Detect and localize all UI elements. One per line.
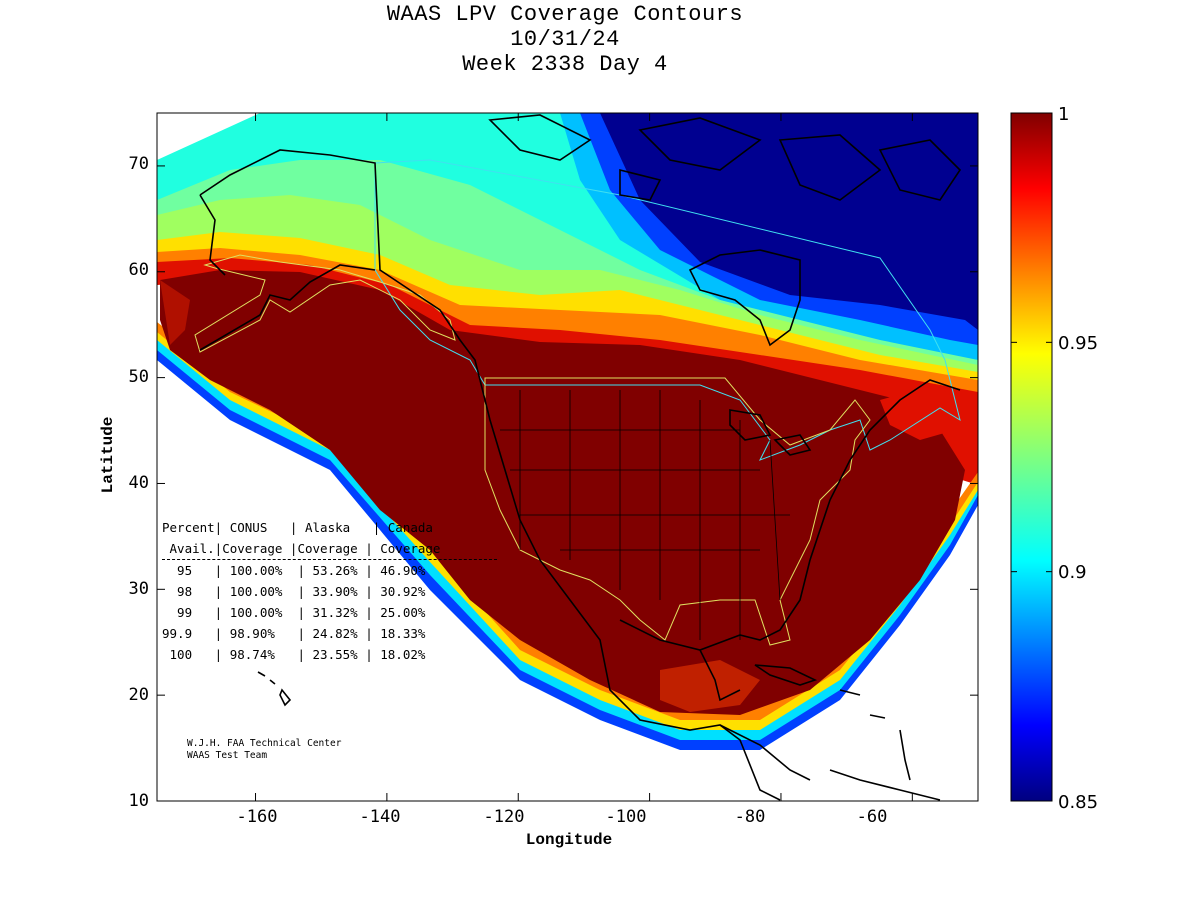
contour-band-blue [400, 113, 978, 380]
colorbar-ticks [1011, 112, 1052, 802]
y-tick-label: 70 [129, 154, 149, 174]
coverage-contours [157, 113, 978, 801]
y-tick-label: 60 [129, 260, 149, 280]
y-tick-label: 20 [129, 685, 149, 705]
colorbar-tick-label: 0.95 [1058, 333, 1098, 354]
y-tick-label: 30 [129, 579, 149, 599]
north-america-coast [479, 379, 961, 801]
contour-band-light-blue [300, 113, 978, 385]
coverage-table-row: 95 | 100.00% | 53.26% | 46.90% [162, 563, 426, 578]
x-tick-label: -80 [735, 807, 766, 827]
credit-line: W.J.H. FAA Technical Center [187, 738, 342, 749]
x-tick-label: -100 [606, 807, 647, 827]
plot-frame [156, 112, 979, 802]
credit: W.J.H. FAA Technical Center WAAS Test Te… [187, 738, 341, 762]
caribbean-islands [839, 689, 911, 781]
coverage-table-row: 99 | 100.00% | 31.32% | 25.00% [162, 605, 426, 620]
credit-line: WAAS Test Team [187, 750, 268, 761]
colorbar [1010, 112, 1053, 802]
contour-band-red-inner [160, 280, 190, 345]
x-tick-label: -160 [237, 807, 278, 827]
alaska-boundary [194, 254, 456, 353]
coverage-table-header: Avail.|Coverage |Coverage | Coverage [162, 538, 497, 560]
coverage-table: Percent| CONUS | Alaska | Canada Avail.|… [162, 517, 497, 665]
y-tick-label: 40 [129, 473, 149, 493]
conus-boundary [484, 377, 871, 646]
x-tick-label: -120 [484, 807, 525, 827]
canada-boundary [374, 159, 961, 461]
central-america [719, 724, 941, 801]
colorbar-tick-label: 1 [1058, 104, 1069, 125]
x-tick-label: -60 [857, 807, 888, 827]
arctic-islands [488, 114, 962, 201]
chart-title: WAAS LPV Coverage Contours [386, 2, 744, 27]
y-axis-label: Latitude [99, 417, 117, 494]
coverage-table-row: 98 | 100.00% | 33.90% | 30.92% [162, 584, 426, 599]
cuba [754, 664, 818, 686]
hudson-bay [688, 249, 801, 347]
alaska-coast [199, 149, 481, 381]
coastlines [199, 114, 962, 801]
hawaii [257, 671, 292, 707]
service-boundaries [194, 159, 961, 646]
chart-date: 10/31/24 [510, 27, 620, 52]
y-tick-label: 50 [129, 367, 149, 387]
coverage-table-header: Percent| CONUS | Alaska | Canada [162, 520, 433, 535]
contour-band-dark-red [160, 270, 965, 715]
great-lakes [729, 409, 812, 456]
x-axis-label: Longitude [526, 831, 612, 849]
coverage-table-row: 100 | 98.74% | 23.55% | 18.02% [162, 647, 426, 662]
colorbar-tick-label: 0.85 [1058, 792, 1098, 813]
chart-week-day: Week 2338 Day 4 [462, 52, 668, 77]
axis-ticks [157, 113, 978, 802]
coverage-table-row: 99.9 | 98.90% | 24.82% | 18.33% [162, 626, 426, 641]
contour-band-red-gulf [660, 660, 760, 712]
y-tick-label: 10 [129, 791, 149, 811]
state-borders [500, 390, 790, 640]
contour-band-red-east [880, 385, 960, 440]
x-tick-label: -140 [360, 807, 401, 827]
colorbar-tick-label: 0.9 [1058, 562, 1087, 583]
